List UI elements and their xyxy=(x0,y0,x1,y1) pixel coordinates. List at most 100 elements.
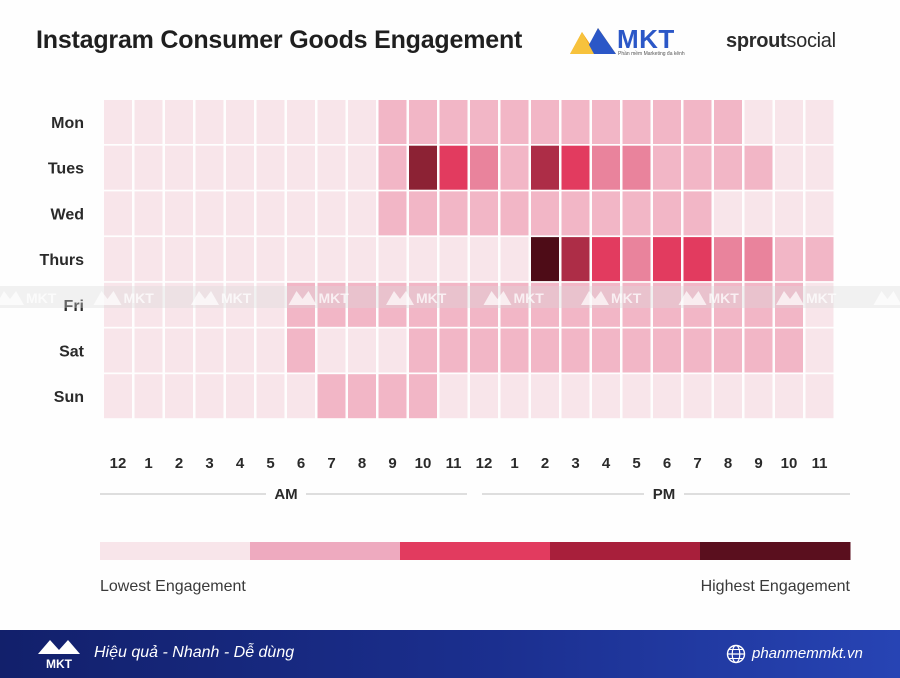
hour-label: 4 xyxy=(236,455,245,472)
heatmap-cell xyxy=(561,145,590,190)
heatmap-cell xyxy=(165,237,193,282)
heatmap-cell xyxy=(561,328,590,373)
footer-website-link[interactable]: phanmemmkt.vn xyxy=(752,645,863,662)
heatmap-cell xyxy=(775,191,803,236)
heatmap-cell xyxy=(805,237,834,282)
heatmap-cell xyxy=(348,282,376,327)
heatmap-cell xyxy=(500,145,529,190)
heatmap-cell xyxy=(653,100,681,144)
heatmap-cell xyxy=(592,100,620,144)
heatmap-cell xyxy=(683,237,712,282)
heatmap-cell xyxy=(287,237,315,282)
heatmap-cell xyxy=(592,145,620,190)
heatmap-cell xyxy=(744,100,773,144)
hour-label: 1 xyxy=(144,455,152,472)
footer-bar: MKT Hiệu quả - Nhanh - Dễ dùng phanmemmk… xyxy=(0,630,900,678)
watermark-icon xyxy=(873,291,900,305)
heatmap-cell xyxy=(256,191,285,236)
heatmap-cell xyxy=(165,100,193,144)
heatmap-cell xyxy=(287,100,315,144)
heatmap-cell xyxy=(622,374,651,419)
am-label: AM xyxy=(274,486,297,503)
heatmap-cell xyxy=(714,374,742,419)
heatmap-cell xyxy=(317,191,346,236)
heatmap-cell xyxy=(195,328,224,373)
heatmap-cell xyxy=(500,100,529,144)
footer-logo-text: MKT xyxy=(46,657,73,671)
hour-label: 8 xyxy=(358,455,366,472)
pm-label: PM xyxy=(653,486,676,503)
heatmap-cell xyxy=(439,237,468,282)
heatmap-cell xyxy=(622,328,651,373)
heatmap-cell xyxy=(195,374,224,419)
heatmap-cell xyxy=(500,328,529,373)
brand-part-2: social xyxy=(786,30,836,52)
hour-label: 8 xyxy=(724,455,732,472)
heatmap-cell xyxy=(104,191,132,236)
heatmap-cell xyxy=(134,374,163,419)
legend-high-label: Highest Engagement xyxy=(701,578,851,595)
heatmap-cells xyxy=(104,100,834,419)
heatmap-cell xyxy=(653,374,681,419)
heatmap-chart: Mon Tues Wed Thurs Fri Sat Sun MKT MKT MKT MKT MKT… xyxy=(0,100,900,595)
heatmap-cell xyxy=(348,145,376,190)
heatmap-cell xyxy=(653,191,681,236)
heatmap-cell xyxy=(561,191,590,236)
heatmap-cell xyxy=(775,237,803,282)
heatmap-cell xyxy=(439,191,468,236)
watermark-text: MKT xyxy=(319,290,350,306)
heatmap-cell xyxy=(805,328,834,373)
brand-part-1: sprout xyxy=(726,30,787,52)
heatmap-cell xyxy=(134,328,163,373)
heatmap-cell xyxy=(622,145,651,190)
heatmap-cell xyxy=(256,100,285,144)
watermark-icon xyxy=(191,291,219,305)
hour-label: 7 xyxy=(693,455,701,472)
heatmap-cell xyxy=(134,237,163,282)
hour-label: 7 xyxy=(327,455,335,472)
heatmap-cell xyxy=(317,100,346,144)
heatmap-cell xyxy=(805,191,834,236)
heatmap-cell xyxy=(592,191,620,236)
mkt-logo-tagline: Phần mềm Marketing đa kênh xyxy=(618,51,685,57)
globe-icon xyxy=(726,644,746,664)
heatmap-cell xyxy=(775,100,803,144)
heatmap-cell xyxy=(500,237,529,282)
hour-label: 11 xyxy=(812,455,828,472)
day-label-wed: Wed xyxy=(51,206,84,223)
engagement-legend: Lowest Engagement Highest Engagement xyxy=(100,542,851,595)
heatmap-cell xyxy=(409,328,437,373)
heatmap-cell xyxy=(683,191,712,236)
day-label-mon: Mon xyxy=(51,115,84,132)
heatmap-cell xyxy=(470,145,498,190)
heatmap-cell xyxy=(775,374,803,419)
hour-label: 12 xyxy=(476,455,493,472)
heatmap-cell xyxy=(378,328,407,373)
heatmap-cell xyxy=(226,145,254,190)
watermark-icon xyxy=(776,291,804,305)
heatmap-cell xyxy=(165,374,193,419)
heatmap-cell xyxy=(195,100,224,144)
hour-label: 9 xyxy=(388,455,396,472)
heatmap-cell xyxy=(714,191,742,236)
heatmap-cell xyxy=(195,191,224,236)
heatmap-cell xyxy=(317,237,346,282)
heatmap-cell xyxy=(531,100,559,144)
heatmap-cell xyxy=(287,191,315,236)
heatmap-cell xyxy=(805,100,834,144)
legend-swatch xyxy=(250,542,401,560)
heatmap-cell xyxy=(744,145,773,190)
heatmap-cell xyxy=(348,100,376,144)
watermark-text: MKT xyxy=(124,290,155,306)
watermark-text: MKT xyxy=(26,290,57,306)
heatmap-cell xyxy=(470,328,498,373)
watermark-band: MKTMKTMKTMKTMKTMKTMKTMKTMKTMKT xyxy=(0,286,900,308)
heatmap-cell xyxy=(439,282,468,327)
hour-labels: 12 1 2 3 4 5 6 7 8 9 10 11 12 1 2 3 4 5 6 7 8 9 10 11 xyxy=(110,455,828,472)
watermark-band-bg xyxy=(0,286,900,308)
heatmap-cell xyxy=(317,282,346,327)
heatmap-cell xyxy=(714,100,742,144)
mkt-footer-logo-icon: MKT xyxy=(38,640,80,671)
hour-label: 6 xyxy=(663,455,671,472)
hour-label: 3 xyxy=(571,455,579,472)
